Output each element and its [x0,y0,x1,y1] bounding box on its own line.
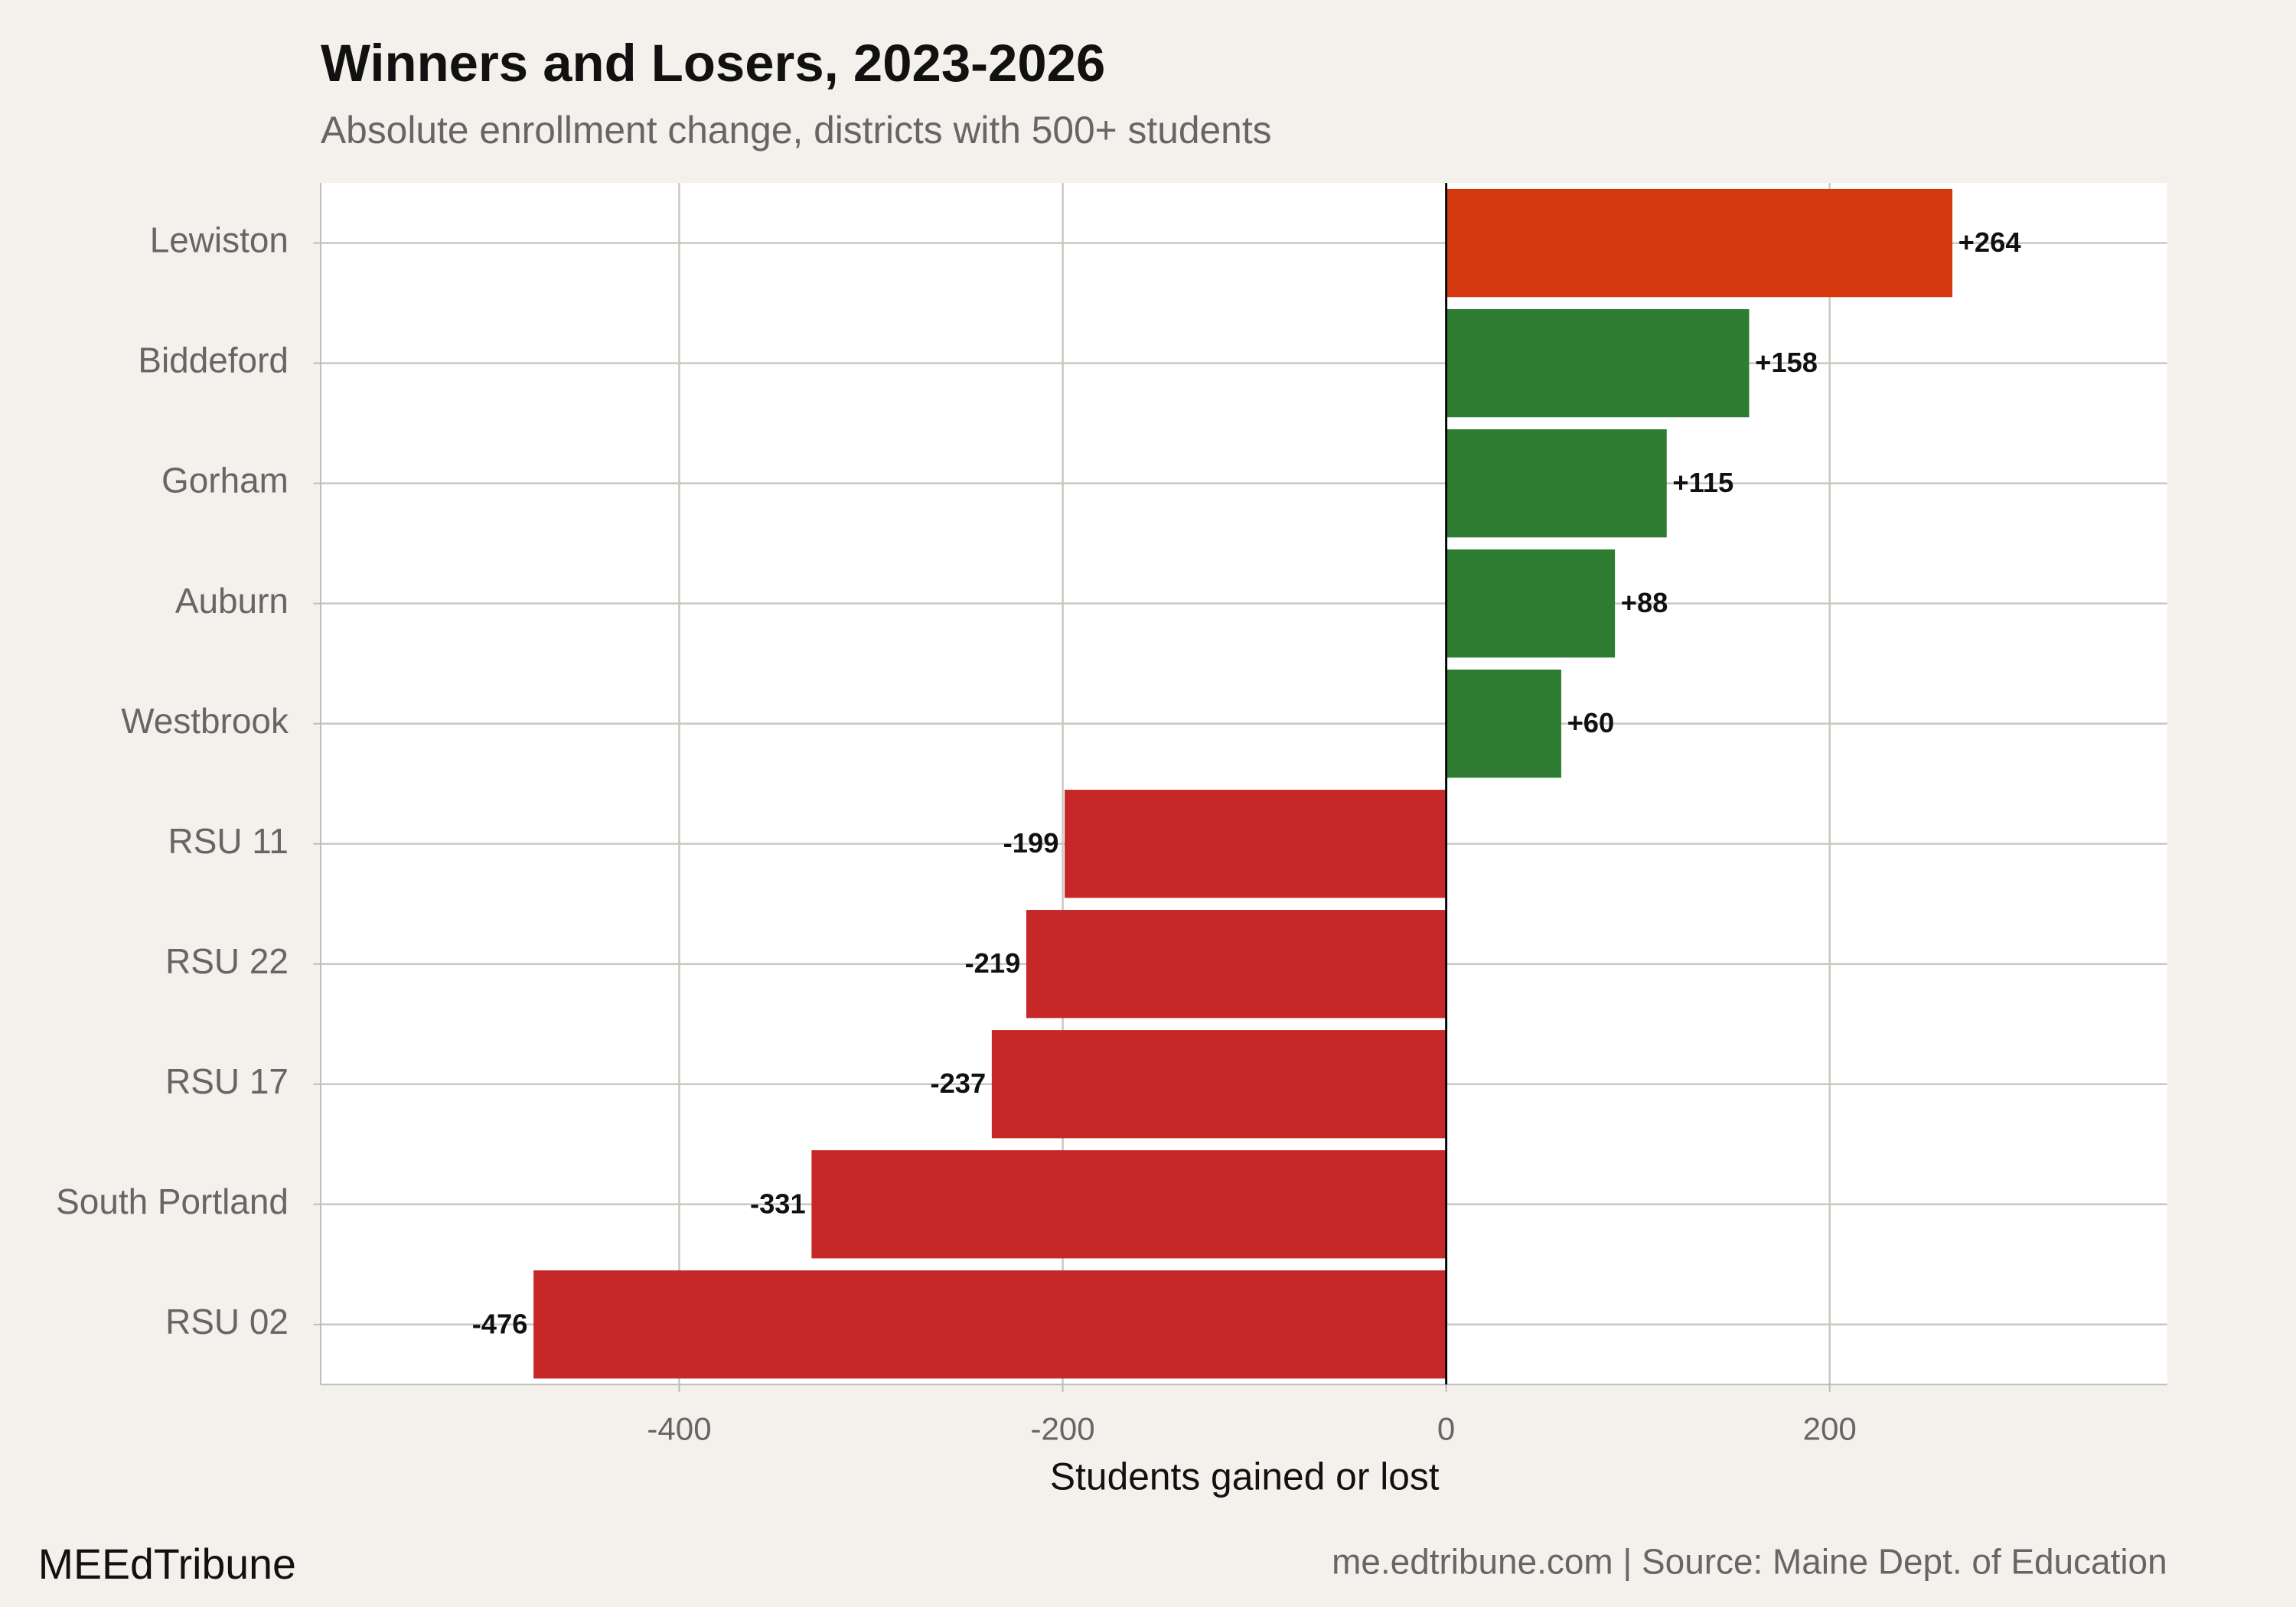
caption: me.edtribune.com | Source: Maine Dept. o… [1332,1542,2167,1582]
value-label: -219 [965,947,1021,979]
x-tick-label: -400 [647,1411,711,1447]
x-tick-label: 200 [1803,1411,1857,1447]
chart-subtitle: Absolute enrollment change, districts wi… [321,109,1272,152]
bar [1446,670,1561,778]
brand: MEEdTribune [38,1540,296,1588]
bar [533,1270,1446,1379]
y-tick-label: Westbrook [121,701,289,741]
value-label: +88 [1621,587,1668,618]
value-label: +115 [1672,467,1733,498]
x-tick-label: -200 [1030,1411,1094,1447]
y-tick-label: Biddeford [138,341,289,380]
y-tick-label: Auburn [175,581,289,621]
x-tick-label: 0 [1437,1411,1455,1447]
value-label: +158 [1755,347,1818,378]
bar [1026,910,1446,1019]
y-tick-label: RSU 02 [165,1302,289,1341]
y-tick-label: South Portland [56,1182,289,1221]
value-label: -331 [750,1188,806,1219]
bar [1446,308,1750,418]
x-axis-label: Students gained or lost [1050,1455,1440,1498]
value-label: -476 [472,1308,528,1339]
y-tick-label: RSU 17 [165,1061,289,1101]
bar [1065,790,1446,898]
y-tick-label: RSU 22 [165,941,289,981]
y-tick-label: RSU 11 [168,821,289,861]
bar [1446,188,1953,298]
bar [811,1150,1446,1259]
chart-title: Winners and Losers, 2023-2026 [321,34,1105,93]
value-label: +264 [1958,227,2022,258]
y-tick-label: Gorham [161,461,289,500]
bar [1446,429,1667,538]
value-label: -199 [1003,827,1059,859]
bar [1446,549,1616,658]
y-tick-label: Lewiston [150,220,289,260]
value-label: -237 [930,1068,986,1099]
value-label: +60 [1567,707,1615,738]
bar [991,1030,1446,1139]
